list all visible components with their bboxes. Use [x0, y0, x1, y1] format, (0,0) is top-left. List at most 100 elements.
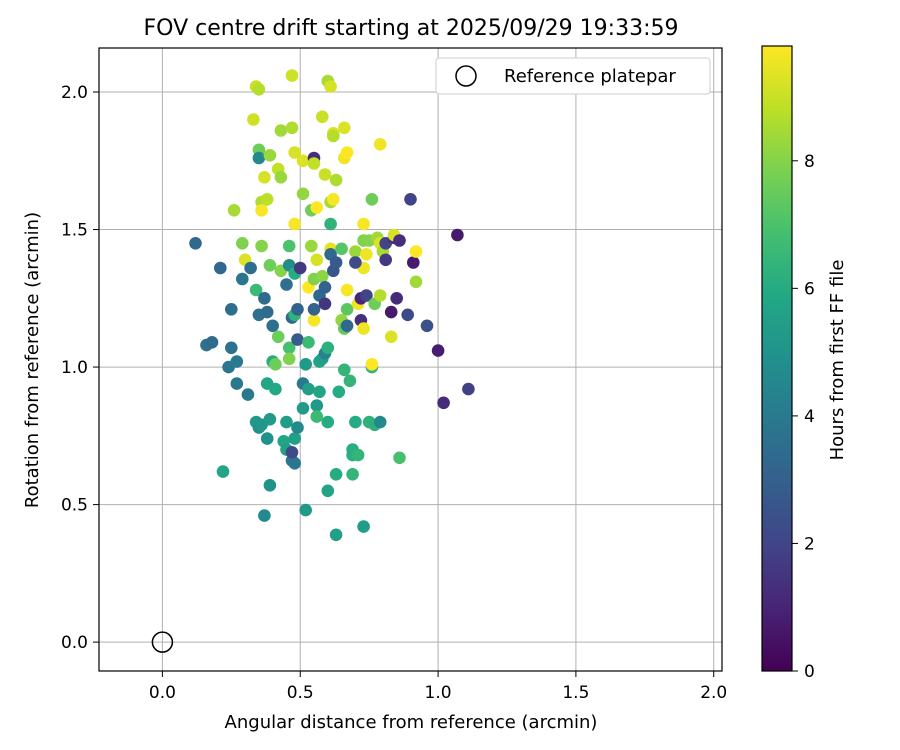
data-point [260, 432, 274, 445]
data-point [282, 341, 296, 355]
data-point [357, 322, 370, 335]
data-point [373, 415, 387, 429]
y-tick-label: 1.0 [61, 358, 88, 378]
data-point [384, 330, 398, 344]
data-point [266, 319, 280, 333]
colorbar-tick-label: 6 [804, 279, 815, 299]
data-point [274, 171, 288, 184]
data-point [271, 330, 285, 344]
data-point [299, 503, 313, 517]
y-tick-label: 1.5 [61, 221, 88, 241]
y-tick-label: 2.0 [61, 83, 88, 103]
data-point [291, 333, 304, 346]
data-point [307, 157, 321, 170]
data-point [321, 341, 335, 355]
data-point [324, 217, 337, 231]
data-point [329, 173, 343, 187]
data-point [214, 261, 227, 275]
data-point [390, 292, 404, 305]
data-point [216, 465, 230, 478]
data-point [318, 281, 332, 294]
x-tick-label: 0.5 [287, 683, 314, 703]
data-point [340, 303, 354, 316]
data-point [263, 479, 277, 492]
colorbar-gradient [761, 45, 793, 672]
data-point [327, 193, 340, 206]
data-point [357, 217, 370, 231]
data-point [296, 154, 310, 168]
data-point [293, 261, 307, 275]
data-point [310, 201, 324, 214]
data-point [338, 121, 351, 135]
x-axis-ticks: 0.0 0.5 1.0 1.5 2.0 [149, 671, 727, 703]
data-point [285, 121, 299, 135]
data-point [332, 385, 346, 399]
data-point [205, 336, 219, 349]
x-tick-label: 1.5 [562, 683, 589, 703]
data-point [365, 358, 379, 371]
data-point [373, 138, 387, 151]
y-axis-label: Rotation from reference (arcmin) [22, 212, 43, 508]
data-point [288, 217, 302, 231]
data-point [349, 245, 362, 258]
data-point [263, 259, 277, 272]
data-point [274, 124, 288, 137]
data-point [258, 509, 271, 522]
data-point [189, 237, 202, 250]
data-point [431, 344, 445, 357]
data-point [260, 305, 274, 319]
data-point [360, 289, 373, 302]
data-point [393, 234, 406, 247]
data-point [329, 528, 343, 542]
x-tick-label: 0.0 [149, 683, 176, 703]
data-point [349, 415, 362, 429]
data-point [255, 239, 268, 253]
data-point [310, 253, 324, 267]
data-point [288, 146, 302, 159]
data-point [258, 292, 271, 305]
data-point [340, 283, 354, 297]
data-point [338, 363, 351, 377]
data-point [318, 168, 332, 181]
colorbar-tick-label: 8 [804, 152, 815, 172]
legend-box [435, 57, 711, 95]
data-point [225, 303, 238, 316]
data-point [357, 520, 370, 533]
data-point [307, 303, 321, 316]
reference-platepar-marker [151, 631, 174, 653]
data-point [282, 352, 296, 366]
data-point [404, 193, 417, 206]
data-point [321, 415, 335, 429]
data-point [247, 113, 260, 126]
data-point [329, 256, 343, 269]
legend: Reference platepar [435, 57, 711, 95]
data-point [299, 358, 313, 371]
data-point [260, 193, 274, 206]
data-point [335, 242, 348, 256]
data-point [236, 272, 249, 286]
plot-frame [98, 47, 723, 672]
data-point [420, 319, 434, 333]
data-point [305, 239, 318, 253]
data-point [340, 319, 354, 333]
x-tick-label: 2.0 [700, 683, 727, 703]
data-point [269, 382, 282, 396]
grid-lines [99, 48, 722, 671]
data-point [263, 149, 277, 162]
y-axis-ticks: 0.0 0.5 1.0 1.5 2.0 [61, 83, 99, 653]
data-point [324, 80, 337, 93]
data-point [313, 385, 326, 399]
colorbar-tick-label: 0 [804, 662, 815, 682]
data-point [451, 228, 464, 242]
data-point [307, 314, 321, 327]
legend-entry-reference: Reference platepar [504, 66, 676, 87]
data-point [291, 421, 304, 434]
data-point [269, 358, 282, 371]
data-point [285, 446, 299, 459]
colorbar-ticks: 0 2 4 6 8 [792, 152, 815, 682]
data-point [316, 110, 329, 124]
data-point [327, 129, 340, 143]
data-point [252, 151, 266, 165]
data-point [296, 187, 310, 201]
